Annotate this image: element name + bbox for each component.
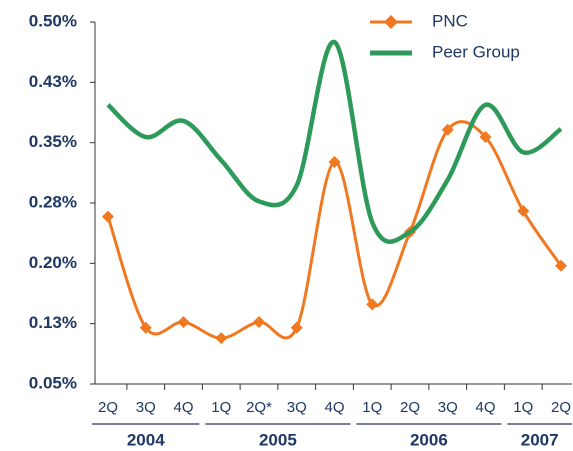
point [517,205,530,218]
group-label: 2004 [127,430,165,449]
y-tick-label: 0.20% [29,253,77,272]
point [177,316,190,329]
legend-marker [384,15,398,29]
series-line [106,39,563,244]
point [328,155,341,168]
x-tick-label: 1Q [211,399,231,416]
series-line [106,120,563,340]
y-tick-label: 0.05% [29,373,77,392]
y-tick-label: 0.35% [29,132,77,151]
group-label: 2007 [521,430,559,449]
group-label: 2006 [410,430,448,449]
x-tick-label: 1Q [362,399,382,416]
point [479,131,492,144]
x-tick-label: 2Q [400,399,420,416]
y-tick-label: 0.28% [29,192,77,211]
point [555,259,567,272]
point [366,298,379,311]
point [253,316,265,329]
x-tick-label: 2Q [98,399,118,416]
point [139,321,152,334]
point [102,210,114,223]
point [215,332,228,345]
x-tick-label: 2Q [551,399,571,416]
x-tick-label: 2Q* [246,399,272,416]
x-tick-label: 1Q [513,399,533,416]
y-tick-label: 0.50% [29,11,77,30]
x-tick-label: 4Q [324,399,344,416]
x-tick-label: 3Q [287,399,307,416]
legend-label: Peer Group [432,42,520,61]
x-tick-label: 4Q [173,399,193,416]
x-tick-label: 3Q [136,399,156,416]
x-tick-label: 4Q [475,399,495,416]
legend-label: PNC [432,11,468,30]
group-label: 2005 [259,430,297,449]
point [290,321,303,334]
point [441,123,454,136]
y-tick-label: 0.13% [29,313,77,332]
x-tick-label: 3Q [438,399,458,416]
y-tick-label: 0.43% [29,72,77,91]
